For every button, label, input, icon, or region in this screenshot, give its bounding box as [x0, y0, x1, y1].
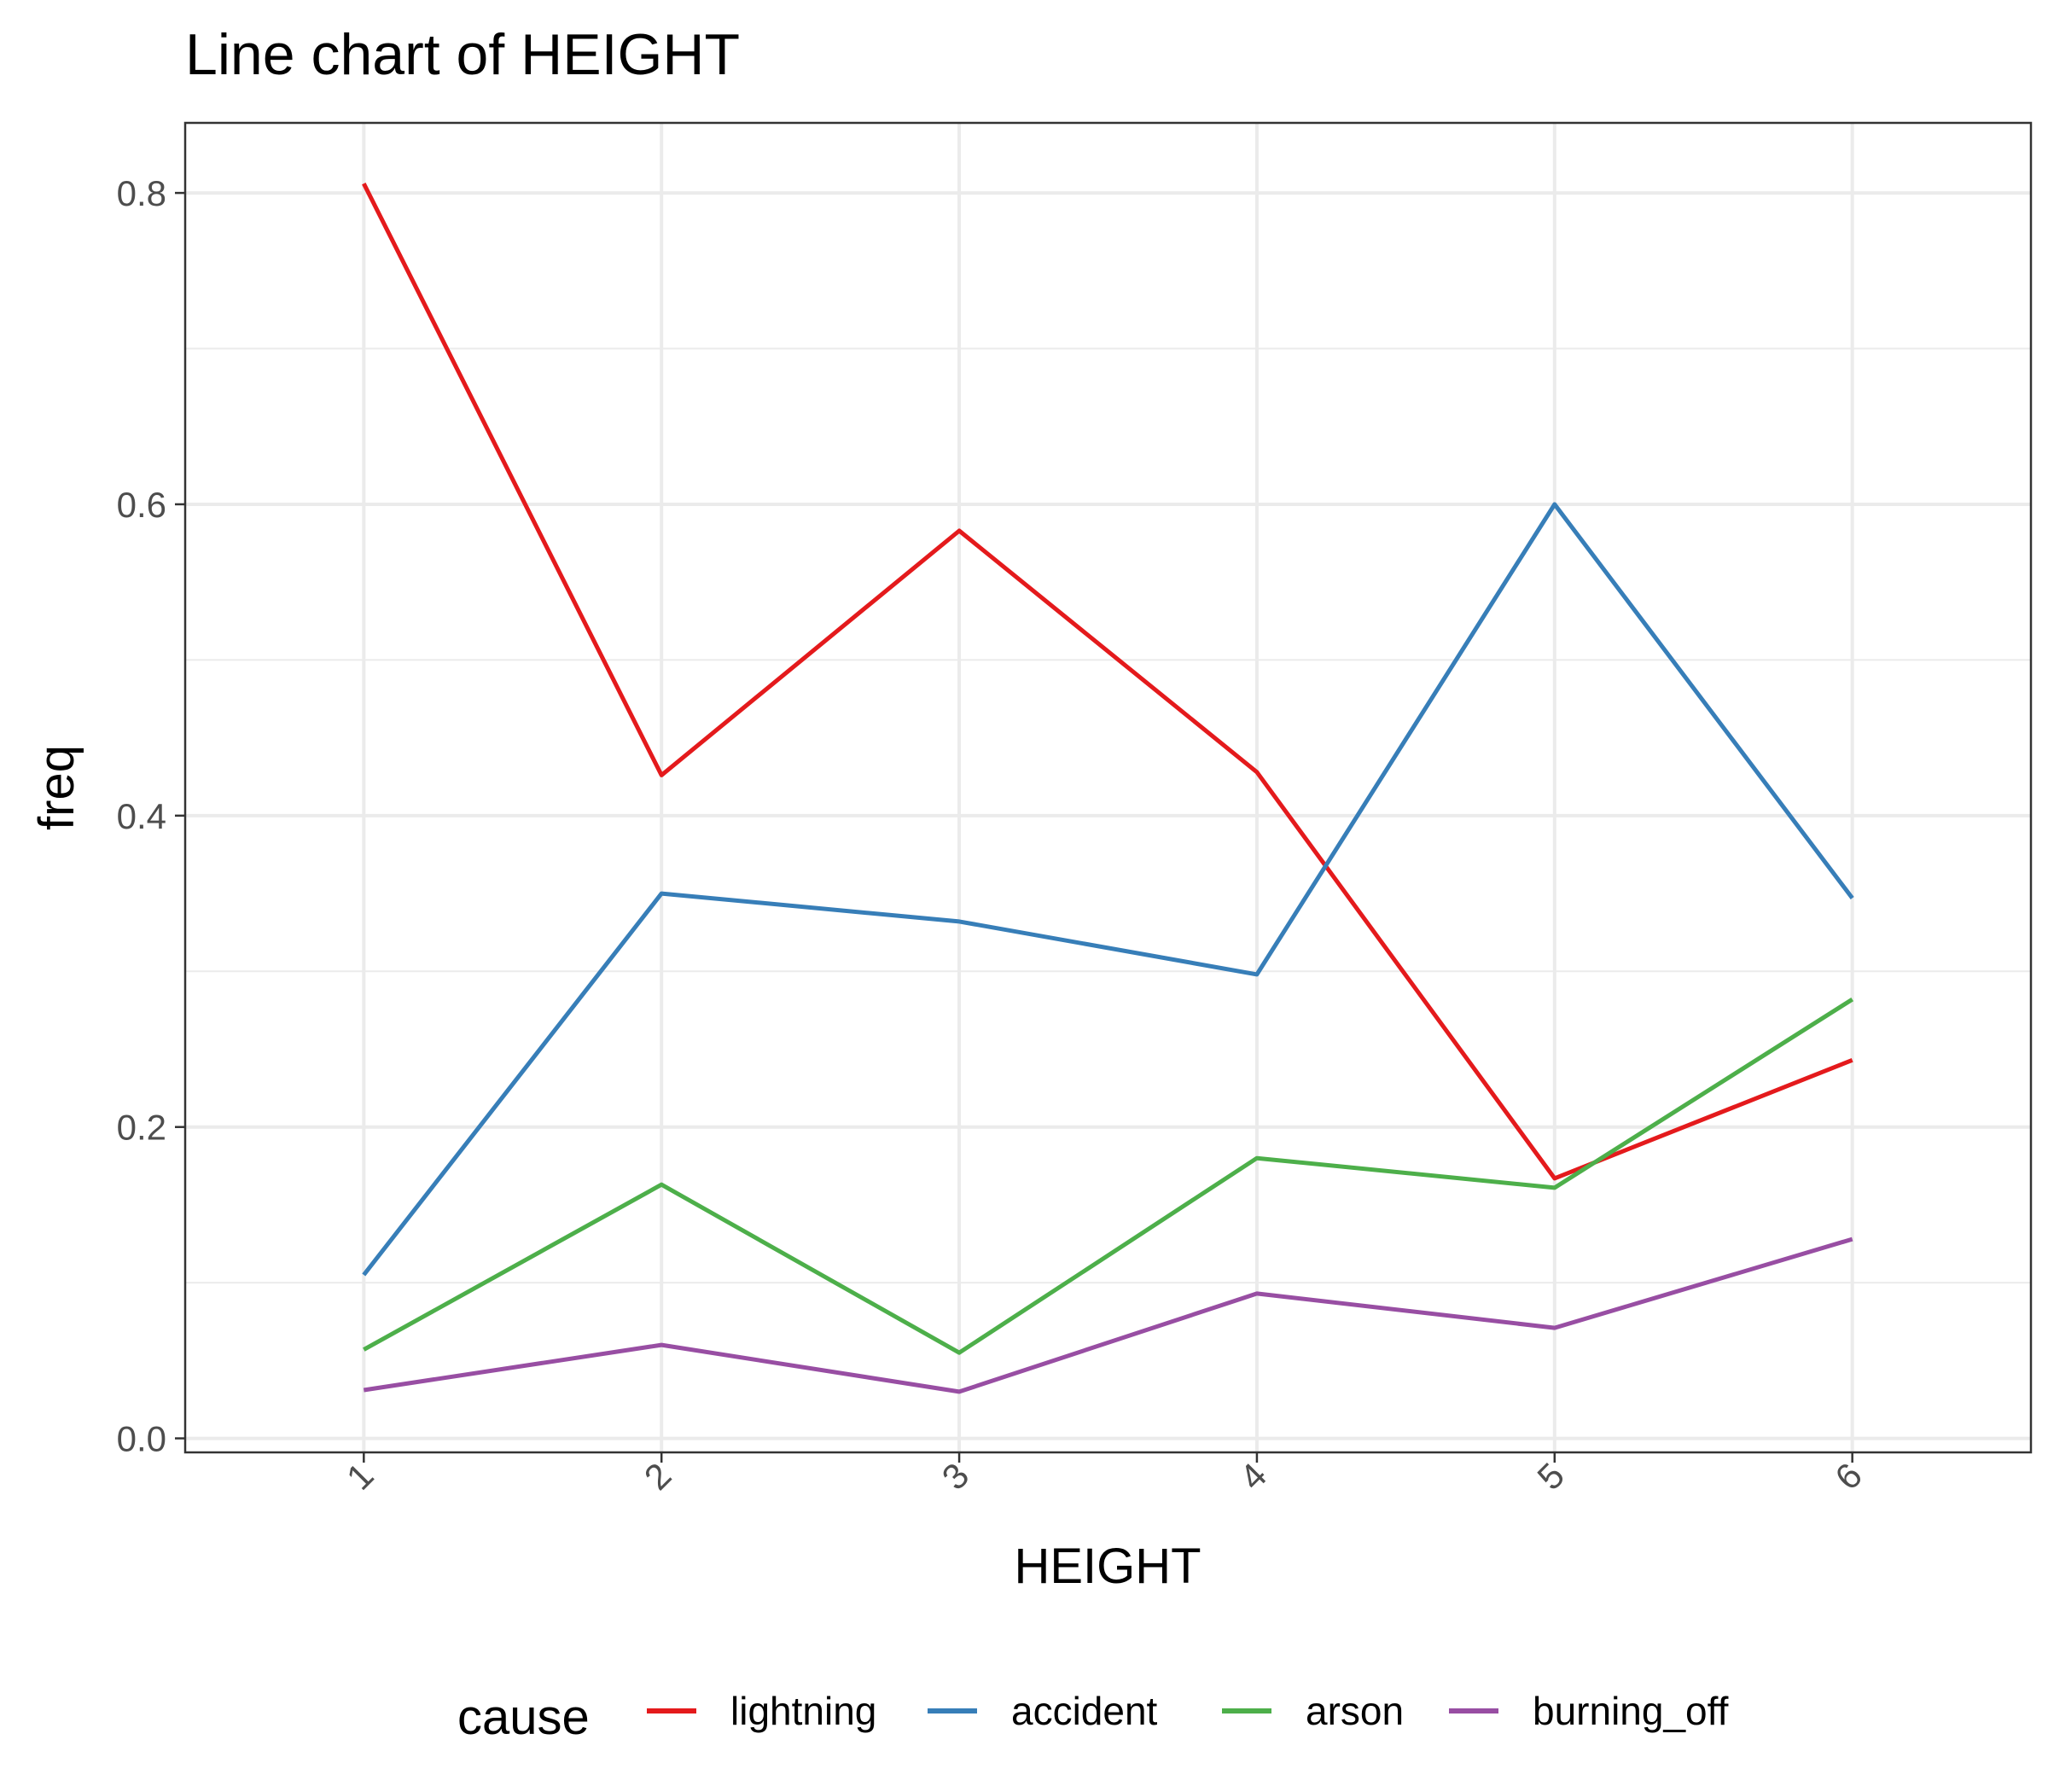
x-tick-label: 5 — [1529, 1455, 1572, 1498]
x-tick-label: 3 — [934, 1455, 977, 1498]
series-line-accident — [362, 502, 1854, 1277]
y-tick-label: 0.0 — [117, 1419, 166, 1459]
legend: cause lightning accident arson burning_off — [457, 1689, 1729, 1745]
legend-label-lightning: lightning — [730, 1689, 876, 1733]
y-tick-label: 0.2 — [117, 1108, 166, 1148]
y-tick-label: 0.8 — [117, 173, 166, 213]
panel-background — [185, 123, 2031, 1452]
y-axis-title: freq — [29, 745, 84, 830]
y-axis: 0.0 0.2 0.4 0.6 0.8 — [117, 173, 185, 1459]
series-line-burning_off — [363, 1236, 1853, 1394]
legend-label-burning_off: burning_off — [1533, 1689, 1729, 1733]
x-tick-label: 2 — [637, 1455, 679, 1498]
legend-items: lightning accident arson burning_off — [647, 1689, 1729, 1733]
x-tick-label: 6 — [1827, 1455, 1870, 1498]
chart-title: Line chart of HEIGHT — [185, 22, 740, 87]
minor-gridlines — [185, 347, 2031, 1284]
legend-label-accident: accident — [1011, 1689, 1158, 1733]
legend-label-arson: arson — [1306, 1689, 1404, 1733]
x-tick-label: 4 — [1232, 1455, 1275, 1498]
y-tick-label: 0.4 — [117, 796, 166, 836]
x-tick-label: 1 — [339, 1455, 381, 1498]
x-axis-title: HEIGHT — [1014, 1539, 1201, 1594]
series-lines — [362, 182, 1854, 1394]
y-tick-label: 0.6 — [117, 485, 166, 525]
x-axis: 1 2 3 4 5 6 — [339, 1452, 1870, 1498]
plot-panel — [183, 121, 2033, 1454]
major-gridlines — [185, 123, 2031, 1452]
legend-title: cause — [457, 1690, 590, 1745]
series-line-arson — [363, 997, 1854, 1355]
panel-border — [183, 121, 2033, 1454]
